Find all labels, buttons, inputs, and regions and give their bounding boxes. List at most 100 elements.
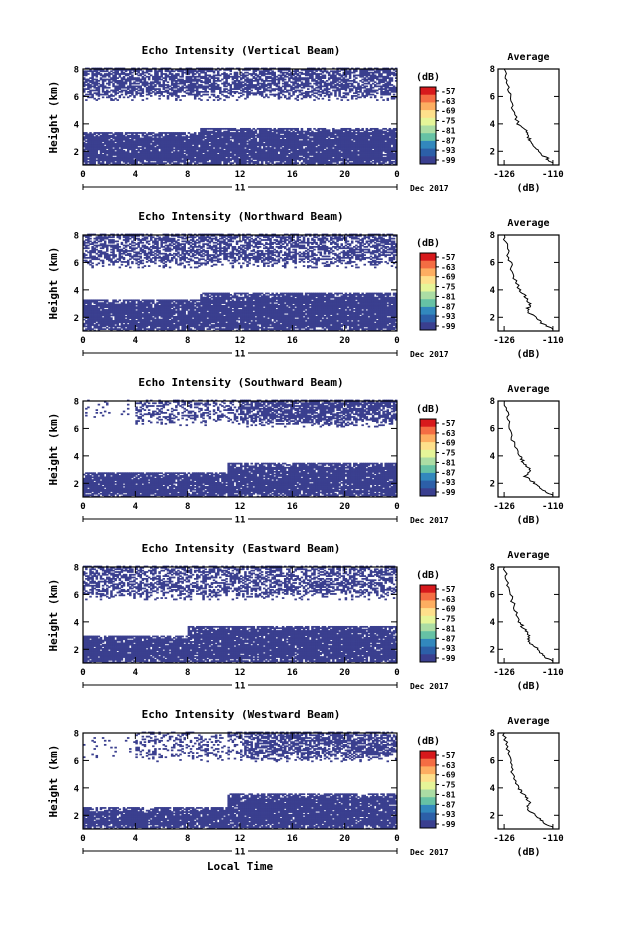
heatmap-cell xyxy=(158,75,161,78)
heatmap-cell xyxy=(141,82,145,85)
heatmap-cell xyxy=(106,96,109,99)
heatmap-cell xyxy=(101,162,105,165)
heatmap-cell xyxy=(149,81,153,84)
heatmap-cell xyxy=(162,73,166,75)
heatmap-cell xyxy=(179,158,182,160)
heatmap-cell xyxy=(99,159,103,162)
heatmap-cell xyxy=(135,92,138,95)
heatmap-cell xyxy=(191,160,195,163)
heatmap-cell xyxy=(112,137,115,140)
heatmap-cell xyxy=(166,148,170,151)
heatmap-cell xyxy=(170,134,174,137)
heatmap-cell xyxy=(106,134,109,137)
heatmap-cell xyxy=(202,75,205,78)
heatmap-cell xyxy=(95,137,99,140)
heatmap-cell xyxy=(139,132,143,134)
heatmap-cell xyxy=(158,159,161,162)
heatmap-cell xyxy=(216,129,220,132)
heatmap-cell xyxy=(191,151,195,154)
heatmap-cell xyxy=(139,156,143,159)
heatmap-cell xyxy=(114,143,117,145)
heatmap-cell xyxy=(118,154,122,156)
heatmap-cell xyxy=(185,159,189,162)
heatmap-cell xyxy=(95,152,99,155)
heatmap-cell xyxy=(114,132,117,134)
heatmap-cell xyxy=(196,162,199,165)
heatmap-cell xyxy=(189,160,193,163)
heatmap-cell xyxy=(141,149,145,152)
heatmap-cell xyxy=(175,90,178,93)
heatmap-cell xyxy=(177,159,180,162)
heatmap-cell xyxy=(116,155,119,158)
heatmap-cell xyxy=(147,148,151,151)
heatmap-cell xyxy=(110,70,113,73)
heatmap-cell xyxy=(149,141,153,144)
heatmap-cell xyxy=(112,151,115,154)
heatmap-cell xyxy=(110,155,113,158)
heatmap-cell xyxy=(164,155,168,158)
heatmap-cell xyxy=(91,159,94,162)
heatmap-cell xyxy=(143,144,147,147)
heatmap-cell xyxy=(168,134,172,137)
heatmap-cell xyxy=(175,138,178,141)
heatmap-cell xyxy=(145,158,149,160)
heatmap-cell xyxy=(141,160,145,163)
heatmap-cell xyxy=(202,136,205,138)
heatmap-cell xyxy=(101,79,105,82)
heatmap-cell xyxy=(110,81,113,84)
heatmap-cell xyxy=(193,70,197,73)
heatmap-cell xyxy=(118,73,122,75)
heatmap-cell xyxy=(168,140,172,143)
heatmap-cell xyxy=(85,148,88,151)
heatmap-cell xyxy=(196,138,199,141)
heatmap-cell xyxy=(147,147,151,149)
heatmap-cell xyxy=(112,152,115,155)
heatmap-cell xyxy=(99,132,103,134)
heatmap-cell xyxy=(122,152,126,155)
heatmap-cell xyxy=(129,85,132,88)
heatmap-cell xyxy=(173,151,176,154)
heatmap-cell xyxy=(175,154,178,156)
heatmap-cell xyxy=(187,84,191,86)
heatmap-cell xyxy=(219,137,222,140)
heatmap-cell xyxy=(193,143,197,145)
heatmap-cell xyxy=(99,149,103,152)
heatmap-cell xyxy=(149,154,153,156)
heatmap-cell xyxy=(191,133,195,136)
heatmap-cell xyxy=(87,141,90,144)
heatmap-cell xyxy=(164,148,168,151)
heatmap-cell xyxy=(204,90,207,93)
heatmap-cell xyxy=(95,156,99,159)
heatmap-cell xyxy=(101,132,105,134)
heatmap-cell xyxy=(164,147,168,149)
heatmap-cell xyxy=(147,133,151,136)
heatmap-cell xyxy=(114,144,117,147)
heatmap-cell xyxy=(206,159,209,162)
heatmap-cell xyxy=(221,152,224,155)
heatmap-cell xyxy=(189,138,193,141)
heatmap-cell xyxy=(110,152,113,155)
heatmap-cell xyxy=(135,70,138,73)
heatmap-cell xyxy=(202,93,205,96)
heatmap-cell xyxy=(212,95,216,97)
heatmap-cell xyxy=(189,143,193,145)
heatmap-cell xyxy=(185,89,189,92)
heatmap-cell xyxy=(97,158,101,160)
heatmap-cell xyxy=(143,140,147,143)
heatmap-cell xyxy=(198,90,201,93)
heatmap-cell xyxy=(216,162,220,165)
heatmap-cell xyxy=(126,132,130,134)
heatmap-cell xyxy=(85,144,88,147)
heatmap-cell xyxy=(124,140,128,143)
heatmap-cell xyxy=(212,154,216,156)
heatmap-cell xyxy=(85,81,88,84)
heatmap-cell xyxy=(208,162,212,165)
heatmap-cell xyxy=(202,154,205,156)
heatmap-cell xyxy=(189,147,193,149)
heatmap-cell xyxy=(126,149,130,152)
heatmap-cell xyxy=(112,144,115,147)
heatmap-cell xyxy=(210,75,214,78)
heatmap-cell xyxy=(89,145,92,148)
heatmap-cell xyxy=(183,82,186,85)
heatmap-cell xyxy=(216,136,220,138)
